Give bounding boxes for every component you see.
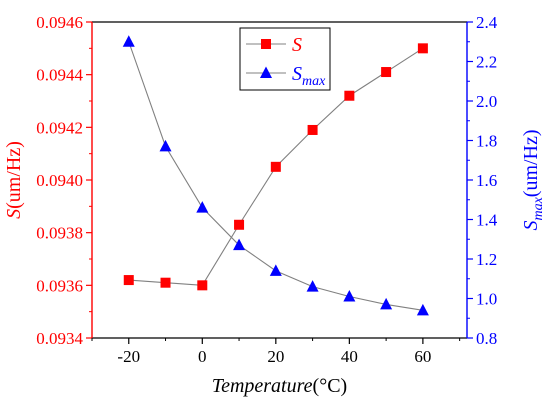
left-tick-label: 0.0936 xyxy=(36,276,83,295)
right-axis-title: Smax(um/Hz) xyxy=(520,129,546,230)
data-point-s_max xyxy=(159,139,172,152)
data-point-s xyxy=(344,90,355,101)
left-tick-label: 0.0934 xyxy=(36,329,83,348)
left-tick-label: 0.0938 xyxy=(36,224,83,243)
data-point-s_max xyxy=(269,264,282,276)
right-tick-label: 2.2 xyxy=(476,53,497,72)
legend-marker-triangle xyxy=(260,66,272,78)
left-tick-label: 0.0940 xyxy=(36,171,83,190)
right-tick-label: 1.0 xyxy=(476,290,497,309)
x-tick-label: 0 xyxy=(198,347,207,366)
data-point-s_max xyxy=(306,280,319,292)
right-tick-label: 2.4 xyxy=(476,13,498,32)
legend-marker-square xyxy=(261,39,271,49)
data-point-s xyxy=(197,280,208,291)
x-axis-title: Temperature(°C) xyxy=(212,375,347,397)
data-point-s xyxy=(270,161,281,172)
left-tick-label: 0.0942 xyxy=(36,118,83,137)
data-point-s xyxy=(234,219,245,230)
right-tick-label: 1.6 xyxy=(476,171,497,190)
data-point-s_max xyxy=(343,290,356,302)
data-point-s xyxy=(307,124,318,135)
data-point-s xyxy=(160,277,171,288)
data-point-s xyxy=(417,43,428,54)
x-tick-label: 60 xyxy=(414,347,431,366)
data-point-s_max xyxy=(416,303,429,316)
right-tick-label: 1.8 xyxy=(476,132,497,151)
x-tick-label: 20 xyxy=(267,347,284,366)
data-point-s_max xyxy=(196,201,209,213)
data-point-s xyxy=(381,67,392,78)
legend-label-s: S xyxy=(292,34,302,56)
x-tick-label: 40 xyxy=(341,347,358,366)
left-tick-label: 0.0944 xyxy=(36,66,83,85)
right-tick-label: 1.2 xyxy=(476,250,497,269)
data-point-s xyxy=(123,275,134,286)
legend-label-s_max: Smax xyxy=(292,63,326,89)
data-point-s_max xyxy=(122,35,135,47)
legend-box xyxy=(239,27,331,91)
x-tick-label: -20 xyxy=(117,347,140,366)
left-axis-title: S(um/Hz) xyxy=(3,141,25,219)
data-point-s_max xyxy=(233,238,246,251)
right-tick-label: 2.0 xyxy=(476,92,497,111)
data-point-s_max xyxy=(380,297,393,310)
left-tick-label: 0.0946 xyxy=(36,13,83,32)
right-tick-label: 1.4 xyxy=(476,211,498,230)
right-tick-label: 0.8 xyxy=(476,329,497,348)
